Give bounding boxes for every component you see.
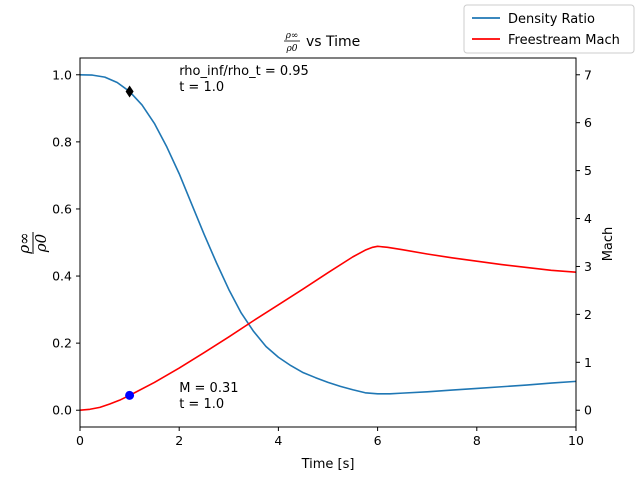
series-line-density-ratio <box>80 73 576 395</box>
left-tick-label: 0.4 <box>52 269 72 284</box>
density-annotation-line: t = 1.0 <box>179 80 224 95</box>
legend-label-mach: Freestream Mach <box>508 33 620 48</box>
right-tick-label: 7 <box>584 67 592 82</box>
left-tick-label: 0.0 <box>52 403 72 418</box>
title-numerator: ρ∞ <box>285 31 299 41</box>
right-axis-ticks: 0 1 2 3 4 5 6 7 <box>576 67 592 418</box>
x-axis-label: Time [s] <box>301 457 355 472</box>
x-axis-ticks: 0 2 4 6 8 10 <box>76 427 584 448</box>
title-denominator: ρ0 <box>285 44 297 54</box>
right-axis-label: Mach <box>601 227 616 262</box>
right-tick-label: 6 <box>584 115 592 130</box>
left-tick-label: 0.8 <box>52 134 72 149</box>
annotation-layer: rho_inf/rho_t = 0.95 t = 1.0M = 0.31 t = 1… <box>179 64 309 412</box>
right-tick-label: 5 <box>584 163 592 178</box>
chart-title: ρ∞ ρ0 vs Time <box>284 31 360 54</box>
series-line-freestream-mach <box>80 245 576 412</box>
x-tick-label: 10 <box>568 433 584 448</box>
x-tick-label: 8 <box>473 433 481 448</box>
marker-layer <box>125 85 135 400</box>
left-tick-label: 1.0 <box>52 67 72 82</box>
left-tick-label: 0.6 <box>52 201 72 216</box>
plot-frame <box>79 57 577 428</box>
density-marker <box>125 85 134 98</box>
density-annotation: rho_inf/rho_t = 0.95 t = 1.0 <box>179 64 309 95</box>
right-tick-label: 2 <box>584 307 592 322</box>
x-tick-label: 4 <box>274 433 282 448</box>
right-tick-label: 4 <box>584 211 592 226</box>
left-axis-ticks: 0.0 0.2 0.4 0.6 0.8 1.0 <box>52 67 80 418</box>
legend-label-density: Density Ratio <box>508 12 595 27</box>
series-layer <box>80 73 576 412</box>
left-axis-label-denominator: ρ0 <box>32 233 50 253</box>
legend-box <box>463 4 635 54</box>
mach-annotation-line: t = 1.0 <box>179 397 224 412</box>
mach-annotation: M = 0.31 t = 1.0 <box>179 381 238 412</box>
x-tick-label: 0 <box>76 433 84 448</box>
left-tick-label: 0.2 <box>52 336 72 351</box>
x-tick-label: 6 <box>374 433 382 448</box>
right-tick-label: 3 <box>584 259 592 274</box>
mach-annotation-line: M = 0.31 <box>179 381 238 396</box>
legend: Density Ratio Freestream Mach <box>463 4 635 54</box>
title-text: vs Time <box>306 34 360 50</box>
left-axis-label: ρ∞ ρ0 <box>15 232 50 255</box>
x-tick-label: 2 <box>175 433 183 448</box>
right-tick-label: 1 <box>584 355 592 370</box>
density-annotation-line: rho_inf/rho_t = 0.95 <box>179 64 309 79</box>
left-axis-label-numerator: ρ∞ <box>15 232 33 254</box>
mach-marker <box>125 390 135 400</box>
right-tick-label: 0 <box>584 403 592 418</box>
